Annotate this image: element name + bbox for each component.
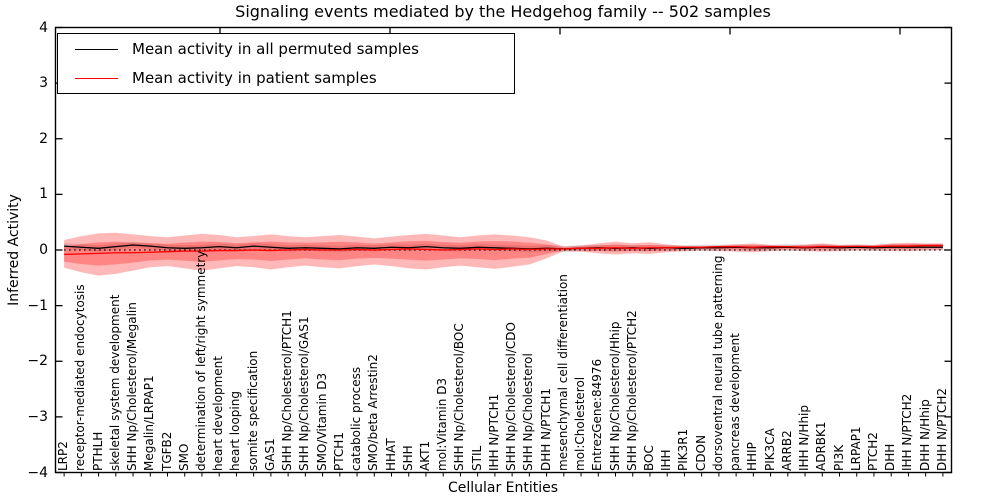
x-tick-label: receptor-mediated endocytosis (73, 284, 88, 471)
x-tick-label: AKT1 (417, 440, 432, 471)
x-tick-label: SMO/Vitamin D3 (314, 372, 329, 471)
x-tick-label: DHH N/PTCH2 (934, 387, 949, 471)
x-tick-label: ARRB2 (779, 430, 794, 471)
x-tick-label: mol:Vitamin D3 (435, 377, 450, 471)
x-tick-label: SMO/beta Arrestin2 (366, 354, 381, 471)
y-tick-label: 1 (39, 186, 48, 203)
x-tick-label: IHH N/Hhip (797, 405, 812, 471)
x-tick-label: HHIP (745, 442, 760, 471)
x-tick-label: SHH Np/Cholesterol/GAS1 (297, 316, 312, 471)
legend-item-patient: Mean activity in patient samples (58, 64, 514, 92)
x-tick-label: skeletal system development (107, 294, 122, 471)
x-tick-label: PI3K (831, 444, 846, 471)
black-line-sample-icon (75, 48, 118, 50)
x-tick-label: BOC (641, 445, 656, 471)
x-tick-label: somite specification (245, 350, 260, 471)
y-tick-label: −1 (27, 297, 48, 314)
patient-mean-line (64, 244, 943, 256)
y-tick-label: 4 (39, 19, 48, 36)
x-tick-label: DHH N/Hhip (917, 399, 932, 471)
x-tick-label: STIL (469, 445, 484, 471)
x-tick-label: DHH (883, 443, 898, 471)
x-tick-label: PTCH1 (331, 432, 346, 471)
x-tick-label: EntrezGene:84976 (590, 358, 605, 471)
x-tick-label: PTCH2 (865, 432, 880, 471)
x-tick-label: ADRBK1 (814, 421, 829, 471)
x-tick-label: dorsoventral neural tube patterning (710, 255, 725, 471)
x-tick-label: SHH Np/Cholesterol/PTCH2 (624, 310, 639, 471)
chart-title: Signaling events mediated by the Hedgeho… (235, 2, 771, 21)
x-tick-label: SHH Np/Cholesterol/PTCH1 (280, 310, 295, 471)
x-tick-label: heart development (211, 356, 226, 471)
x-tick-label: determination of left/right symmetry (193, 250, 208, 471)
patient-std-band (64, 232, 943, 276)
y-tick-label: −2 (27, 353, 48, 370)
x-tick-label: PIK3CA (762, 428, 777, 471)
legend-label: Mean activity in patient samples (132, 69, 377, 87)
legend-item-permuted: Mean activity in all permuted samples (58, 35, 514, 63)
x-tick-label: IHH (659, 449, 674, 471)
x-tick-label: LRP2 (56, 441, 71, 471)
x-tick-label: SHH Np/Cholesterol/Hhip (607, 321, 622, 471)
red-line-sample-icon (75, 77, 118, 79)
x-tick-label: SHH (400, 445, 415, 471)
x-tick-label: PTHLH (90, 431, 105, 471)
x-tick-label: PIK3R1 (676, 428, 691, 471)
x-tick-label: catabolic process (349, 366, 364, 471)
legend-label: Mean activity in all permuted samples (132, 40, 419, 58)
x-tick-label: heart looping (228, 391, 243, 471)
x-tick-label: Megalin/LRPAP1 (142, 375, 157, 471)
permuted-std-band (64, 241, 943, 252)
x-tick-label: DHH N/PTCH1 (538, 387, 553, 471)
x-axis-label: Cellular Entities (447, 480, 559, 496)
y-tick-label: 2 (39, 130, 48, 147)
x-tick-label: GAS1 (262, 438, 277, 471)
x-tick-label: mol:Cholesterol (573, 376, 588, 471)
legend: Mean activity in all permuted samples Me… (57, 33, 515, 94)
x-tick-label: IHH N/PTCH2 (900, 393, 915, 471)
x-tick-label: SHH Np/Cholesterol/BOC (452, 323, 467, 471)
x-tick-label: mesenchymal cell differentiation (555, 274, 570, 471)
x-tick-label: IHH N/PTCH1 (486, 393, 501, 471)
x-tick-label: SHH Np/Cholesterol/Megalin (125, 302, 140, 471)
y-tick-label: 0 (39, 242, 48, 258)
x-tick-label: pancreas development (728, 333, 743, 471)
x-tick-label: TGFB2 (159, 431, 174, 471)
x-tick-label: SHH Np/Cholesterol/CDO (504, 322, 519, 471)
x-tick-label: LRPAP1 (848, 426, 863, 471)
y-tick-label: 3 (39, 75, 48, 92)
x-tick-label: SMO (176, 443, 191, 471)
y-tick-label: −4 (27, 464, 48, 481)
x-tick-label: CDON (693, 434, 708, 471)
y-tick-label: −3 (27, 408, 48, 425)
x-tick-label: SHH Np/Cholesterol (521, 353, 536, 471)
x-tick-label: HHAT (383, 438, 398, 471)
